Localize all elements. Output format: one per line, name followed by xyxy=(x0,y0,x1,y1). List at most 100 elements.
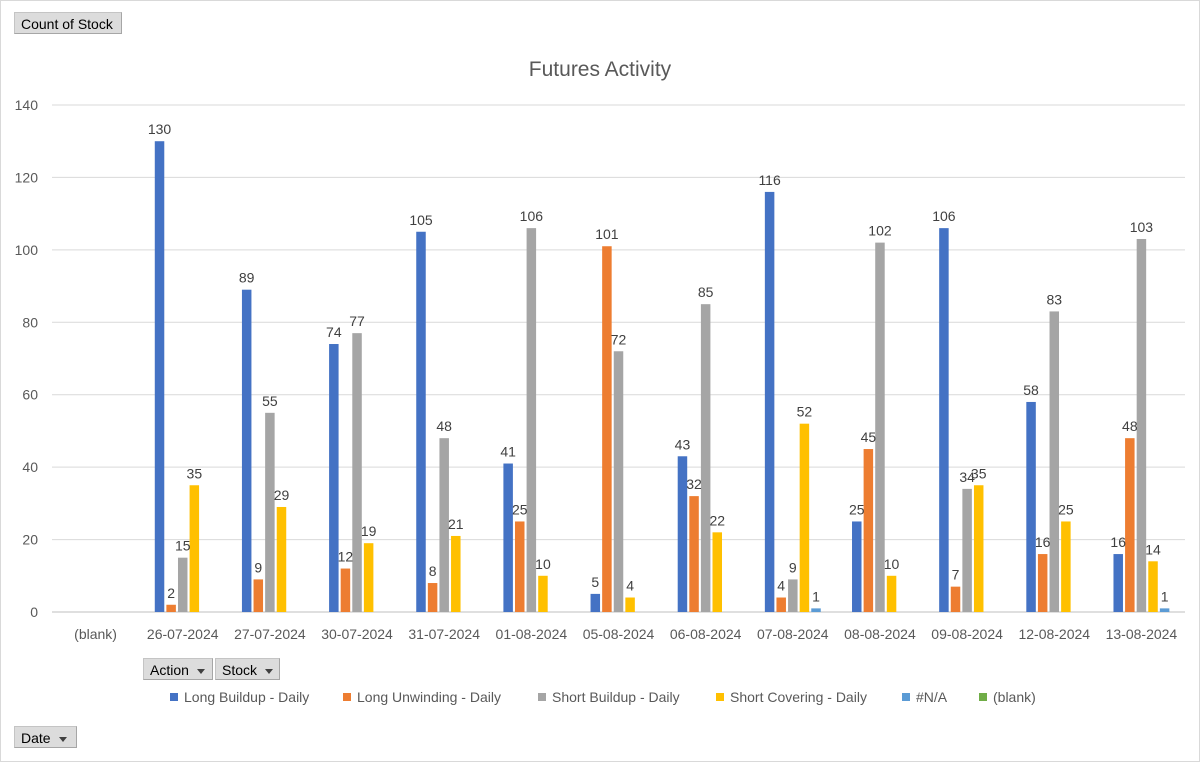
data-label: 48 xyxy=(1122,418,1138,434)
action-field-button[interactable]: Action xyxy=(143,658,213,680)
bar xyxy=(503,463,513,612)
legend-swatch xyxy=(902,693,910,702)
x-tick-label: 26-07-2024 xyxy=(147,626,219,642)
data-label: 9 xyxy=(254,559,262,575)
bar xyxy=(613,351,624,612)
data-label: 34 xyxy=(959,469,975,485)
data-label: 130 xyxy=(148,121,172,137)
bar xyxy=(340,568,351,612)
bar xyxy=(514,521,525,612)
legend-item: Long Unwinding - Daily xyxy=(343,686,501,708)
values-field-label: Count of Stock xyxy=(21,16,113,32)
bar xyxy=(538,575,548,612)
y-tick-label: 40 xyxy=(22,459,38,475)
y-tick-label: 120 xyxy=(15,169,39,185)
x-tick-label: 27-07-2024 xyxy=(234,626,306,642)
bar xyxy=(416,231,426,612)
data-label: 89 xyxy=(239,270,255,286)
y-tick-label: 80 xyxy=(22,314,38,330)
bar xyxy=(811,608,821,612)
x-tick-label: 13-08-2024 xyxy=(1106,626,1178,642)
y-tick-label: 60 xyxy=(22,387,38,403)
values-field-button[interactable]: Count of Stock xyxy=(14,12,122,34)
bar xyxy=(329,344,339,612)
data-label: 58 xyxy=(1023,382,1039,398)
bar xyxy=(689,496,699,612)
data-label: 10 xyxy=(535,556,551,572)
bars xyxy=(154,141,1170,612)
data-label: 72 xyxy=(611,331,627,347)
data-label: 25 xyxy=(849,501,865,517)
legend-label: #N/A xyxy=(916,689,948,705)
data-label: 35 xyxy=(187,465,203,481)
data-label: 5 xyxy=(591,574,599,590)
x-tick-label: 08-08-2024 xyxy=(844,626,916,642)
data-label: 52 xyxy=(797,404,813,420)
bar xyxy=(863,449,874,612)
data-label: 4 xyxy=(626,578,634,594)
bar xyxy=(265,412,275,612)
data-label: 2 xyxy=(167,585,175,601)
chart-title: Futures Activity xyxy=(529,58,672,81)
date-field-label: Date xyxy=(21,730,51,746)
y-tick-label: 140 xyxy=(15,97,39,113)
bar xyxy=(875,242,885,612)
y-axis-ticks: 0 20 40 60 80 100 120 140 xyxy=(15,97,39,620)
data-label: 25 xyxy=(1058,501,1074,517)
x-tick-label: 09-08-2024 xyxy=(931,626,1003,642)
data-label: 32 xyxy=(686,476,702,492)
x-tick-label: 30-07-2024 xyxy=(321,626,393,642)
legend-label: Long Buildup - Daily xyxy=(184,689,310,705)
legend-label: Short Covering - Daily xyxy=(730,689,867,705)
bar xyxy=(939,228,949,612)
bar xyxy=(451,535,461,612)
bar xyxy=(712,532,723,612)
legend-item: Short Buildup - Daily xyxy=(538,686,680,708)
legend-swatch xyxy=(170,693,178,702)
legend-label: (blank) xyxy=(993,689,1036,705)
bar xyxy=(177,557,188,612)
data-label: 85 xyxy=(698,284,714,300)
x-tick-label: 12-08-2024 xyxy=(1018,626,1090,642)
bar xyxy=(276,506,287,612)
data-label: 7 xyxy=(952,567,960,583)
bar xyxy=(886,575,897,612)
data-label: 102 xyxy=(868,223,892,239)
x-tick-label: 05-08-2024 xyxy=(583,626,655,642)
stock-field-button[interactable]: Stock xyxy=(215,658,280,680)
data-label: 48 xyxy=(436,418,452,434)
data-label: 16 xyxy=(1110,534,1126,550)
bar xyxy=(154,141,165,612)
bar xyxy=(1049,311,1060,612)
x-tick-label: (blank) xyxy=(74,626,117,642)
bar xyxy=(799,423,810,612)
data-label: 9 xyxy=(789,559,797,575)
bar xyxy=(253,579,264,612)
bar xyxy=(950,586,961,612)
legend-swatch xyxy=(538,693,546,702)
data-label: 103 xyxy=(1130,219,1154,235)
bar xyxy=(1148,561,1158,612)
chart-legend: Long Buildup - Daily Long Unwinding - Dai… xyxy=(0,686,1200,708)
data-label: 10 xyxy=(884,556,900,572)
date-field-button[interactable]: Date xyxy=(14,726,77,748)
bar xyxy=(352,333,362,612)
bar xyxy=(788,579,798,612)
data-label: 101 xyxy=(595,226,619,242)
bar xyxy=(1037,554,1048,612)
legend-label: Short Buildup - Daily xyxy=(552,689,680,705)
data-label: 77 xyxy=(349,313,365,329)
data-label: 105 xyxy=(409,212,433,228)
data-labels: 1308974105415431162510658162912825101324… xyxy=(148,121,1169,604)
x-tick-label: 06-08-2024 xyxy=(670,626,742,642)
data-label: 55 xyxy=(262,393,278,409)
dropdown-arrow-icon xyxy=(58,736,67,742)
bar xyxy=(241,289,252,612)
stock-field-label: Stock xyxy=(222,662,258,678)
bar xyxy=(1125,438,1135,612)
bar xyxy=(1113,554,1123,612)
legend-item: Long Buildup - Daily xyxy=(170,686,309,708)
data-label: 21 xyxy=(448,516,464,532)
bar xyxy=(625,597,635,612)
legend-item: Short Covering - Daily xyxy=(716,686,867,708)
